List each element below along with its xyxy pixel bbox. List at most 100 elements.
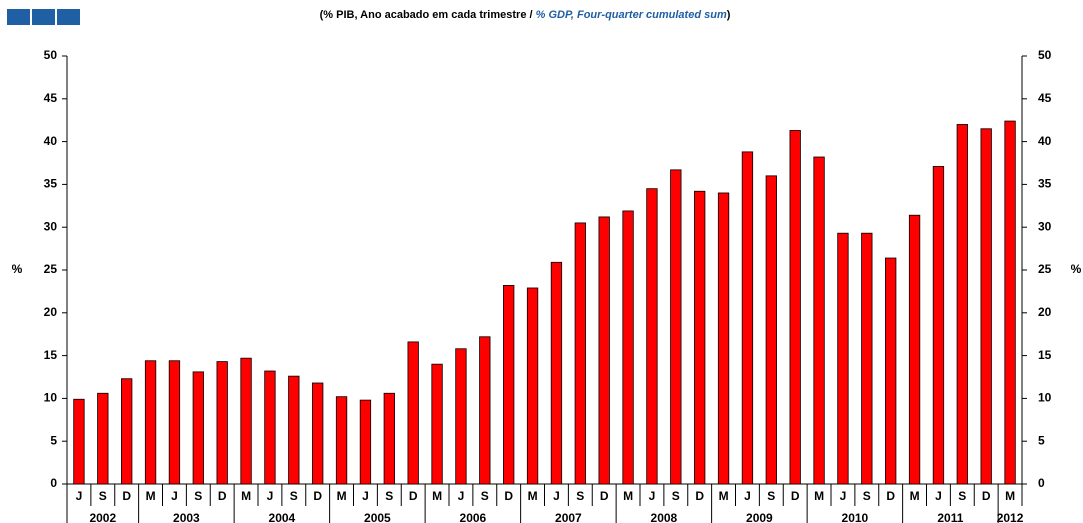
year-label: 2002 bbox=[89, 511, 116, 523]
bar bbox=[503, 285, 515, 485]
bar bbox=[240, 357, 252, 485]
y-tick-label: 30 bbox=[44, 219, 58, 233]
x-tick-label: S bbox=[863, 489, 871, 503]
year-label: 2010 bbox=[842, 511, 869, 523]
y-tick-label: 40 bbox=[44, 134, 58, 148]
x-tick-label: S bbox=[672, 489, 680, 503]
bar bbox=[622, 210, 634, 485]
y2-tick-label: 45 bbox=[1038, 91, 1052, 105]
x-tick-label: J bbox=[267, 489, 274, 503]
x-tick-label: D bbox=[409, 489, 418, 503]
bar bbox=[956, 124, 968, 485]
logo-block bbox=[57, 9, 80, 25]
x-tick-label: J bbox=[362, 489, 369, 503]
x-tick-label: M bbox=[146, 489, 156, 503]
x-tick-label: M bbox=[814, 489, 824, 503]
y-tick-label: 0 bbox=[50, 476, 57, 490]
bar bbox=[455, 348, 467, 485]
x-tick-label: D bbox=[791, 489, 800, 503]
bar bbox=[288, 375, 300, 485]
bar bbox=[574, 222, 586, 485]
bar bbox=[431, 363, 443, 485]
bar bbox=[407, 341, 419, 485]
bar bbox=[598, 216, 610, 485]
x-tick-label: J bbox=[840, 489, 847, 503]
bar bbox=[837, 232, 849, 485]
year-label: 2006 bbox=[460, 511, 487, 523]
x-tick-label: J bbox=[76, 489, 83, 503]
y-tick-label: 10 bbox=[44, 391, 58, 405]
y-tick-label: 5 bbox=[50, 433, 57, 447]
x-tick-label: S bbox=[99, 489, 107, 503]
bar bbox=[526, 287, 539, 485]
x-tick-label: S bbox=[767, 489, 775, 503]
x-tick-label: J bbox=[935, 489, 942, 503]
bar bbox=[73, 398, 85, 485]
x-tick-label: S bbox=[481, 489, 489, 503]
x-tick-label: S bbox=[385, 489, 393, 503]
bar bbox=[97, 392, 109, 485]
bar bbox=[550, 261, 563, 485]
x-tick-label: J bbox=[744, 489, 751, 503]
x-tick-label: M bbox=[910, 489, 920, 503]
x-tick-label: M bbox=[432, 489, 442, 503]
bar bbox=[813, 156, 825, 485]
title-end: ) bbox=[727, 9, 731, 21]
x-tick-label: M bbox=[241, 489, 251, 503]
x-tick-label: M bbox=[337, 489, 347, 503]
bar bbox=[980, 128, 992, 485]
x-tick-label: D bbox=[122, 489, 131, 503]
y2-tick-label: 20 bbox=[1038, 305, 1052, 319]
year-label: 2012 bbox=[997, 511, 1024, 523]
y-tick-label: 20 bbox=[44, 305, 58, 319]
bar bbox=[670, 169, 682, 485]
x-tick-label: D bbox=[600, 489, 609, 503]
y-axis-label: % bbox=[12, 262, 23, 276]
bar bbox=[741, 151, 754, 485]
x-tick-label: S bbox=[576, 489, 584, 503]
y2-tick-label: 10 bbox=[1038, 391, 1052, 405]
bar bbox=[168, 360, 181, 485]
x-tick-label: M bbox=[528, 489, 538, 503]
bar bbox=[932, 166, 945, 485]
title-pt: (% PIB, Ano acabado em cada trimestre / bbox=[320, 9, 536, 21]
y2-axis-label: % bbox=[1071, 262, 1082, 276]
logo-block bbox=[32, 9, 55, 25]
x-tick-label: M bbox=[1005, 489, 1015, 503]
x-tick-label: J bbox=[553, 489, 560, 503]
bar bbox=[192, 371, 204, 485]
y2-tick-label: 15 bbox=[1038, 348, 1052, 362]
x-tick-label: M bbox=[719, 489, 729, 503]
bar bbox=[144, 360, 157, 485]
y-tick-label: 25 bbox=[44, 262, 58, 276]
x-tick-label: M bbox=[623, 489, 633, 503]
y2-tick-label: 35 bbox=[1038, 177, 1052, 191]
year-label: 2007 bbox=[555, 511, 582, 523]
x-tick-label: D bbox=[313, 489, 322, 503]
x-tick-label: J bbox=[171, 489, 178, 503]
y2-tick-label: 5 bbox=[1038, 433, 1045, 447]
x-tick-label: S bbox=[290, 489, 298, 503]
y2-tick-label: 40 bbox=[1038, 134, 1052, 148]
bar bbox=[885, 257, 897, 485]
bar bbox=[216, 361, 228, 485]
bar bbox=[312, 382, 324, 485]
y-tick-label: 35 bbox=[44, 177, 58, 191]
bar bbox=[335, 396, 348, 485]
x-tick-label: S bbox=[958, 489, 966, 503]
x-tick-label: D bbox=[504, 489, 513, 503]
y2-tick-label: 25 bbox=[1038, 262, 1052, 276]
bar bbox=[359, 399, 372, 485]
bar bbox=[121, 378, 133, 485]
bar bbox=[383, 392, 395, 485]
bar bbox=[694, 190, 706, 485]
x-tick-label: S bbox=[194, 489, 202, 503]
year-label: 2009 bbox=[746, 511, 773, 523]
year-label: 2011 bbox=[937, 511, 963, 523]
year-label: 2008 bbox=[651, 511, 678, 523]
x-tick-label: D bbox=[886, 489, 895, 503]
bar bbox=[765, 175, 777, 485]
x-tick-label: D bbox=[695, 489, 704, 503]
logo-block bbox=[7, 9, 30, 25]
